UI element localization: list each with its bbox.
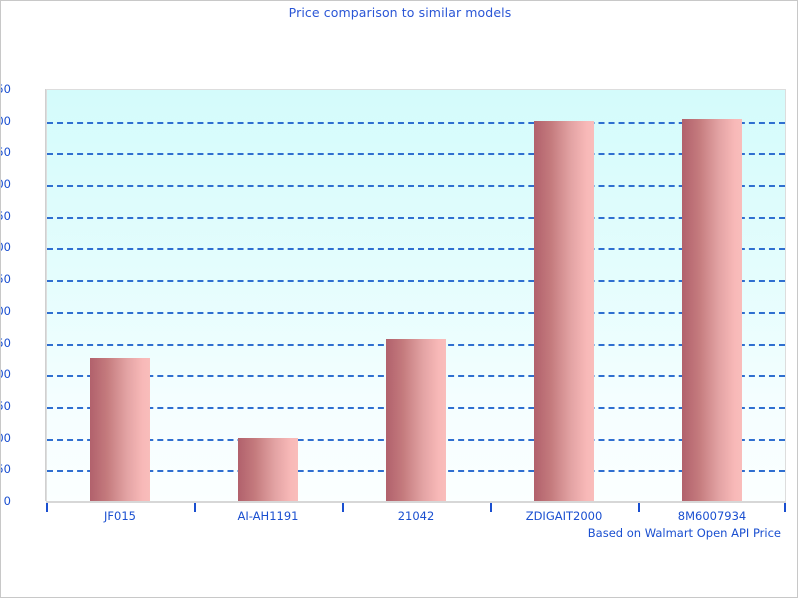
y-axis-tick-label: 0 bbox=[3, 494, 11, 508]
x-axis-tick-label: JF015 bbox=[104, 509, 136, 523]
x-axis-tick-label: 8M6007934 bbox=[677, 509, 747, 523]
y-axis-tick-label: 300 bbox=[1, 303, 11, 318]
y-axis-tick-label: 550 bbox=[1, 145, 11, 160]
y-axis-tick-label: 350 bbox=[1, 272, 11, 287]
bar-21042[interactable] bbox=[386, 339, 446, 501]
bar-ZDIGAIT2000[interactable] bbox=[534, 120, 594, 501]
bar-AI-AH1191[interactable] bbox=[238, 437, 298, 501]
y-axis-tick-label: 50 bbox=[1, 462, 11, 477]
x-axis-tick-mark bbox=[194, 503, 196, 512]
x-axis-line bbox=[46, 501, 786, 503]
gridline bbox=[47, 311, 785, 314]
x-axis-tick-label: 21042 bbox=[397, 509, 435, 523]
gridline bbox=[47, 153, 785, 156]
y-axis-line bbox=[45, 89, 46, 501]
y-axis-tick-label: 500 bbox=[1, 177, 11, 192]
x-axis-tick-label: ZDIGAIT2000 bbox=[525, 509, 603, 523]
chart-footer-note: Based on Walmart Open API Price bbox=[587, 526, 781, 540]
y-axis-tick-label: 150 bbox=[1, 398, 11, 413]
x-axis-tick-mark bbox=[342, 503, 344, 512]
gridline bbox=[47, 216, 785, 219]
y-axis-tick-label: 250 bbox=[1, 335, 11, 350]
x-axis-tick-mark bbox=[784, 503, 786, 512]
bar-8M6007934[interactable] bbox=[682, 119, 742, 501]
x-axis-tick-mark bbox=[46, 503, 48, 512]
x-axis-tick-mark bbox=[638, 503, 640, 512]
bar-JF015[interactable] bbox=[90, 358, 150, 501]
y-axis-tick-label: 100 bbox=[1, 430, 11, 445]
y-axis-tick-label: 450 bbox=[1, 208, 11, 223]
gridline bbox=[47, 280, 785, 283]
chart-title: Price comparison to similar models bbox=[288, 5, 512, 20]
gridline bbox=[47, 185, 785, 188]
gridline bbox=[47, 121, 785, 124]
y-axis-tick-label: 400 bbox=[1, 240, 11, 255]
x-axis-tick-mark bbox=[490, 503, 492, 512]
y-axis-tick-label: 200 bbox=[1, 367, 11, 382]
y-axis-tick-label: 650 bbox=[1, 82, 11, 96]
y-axis-tick-label: 600 bbox=[1, 113, 11, 128]
gridline bbox=[47, 248, 785, 251]
x-axis-tick-label: AI-AH1191 bbox=[237, 509, 299, 523]
